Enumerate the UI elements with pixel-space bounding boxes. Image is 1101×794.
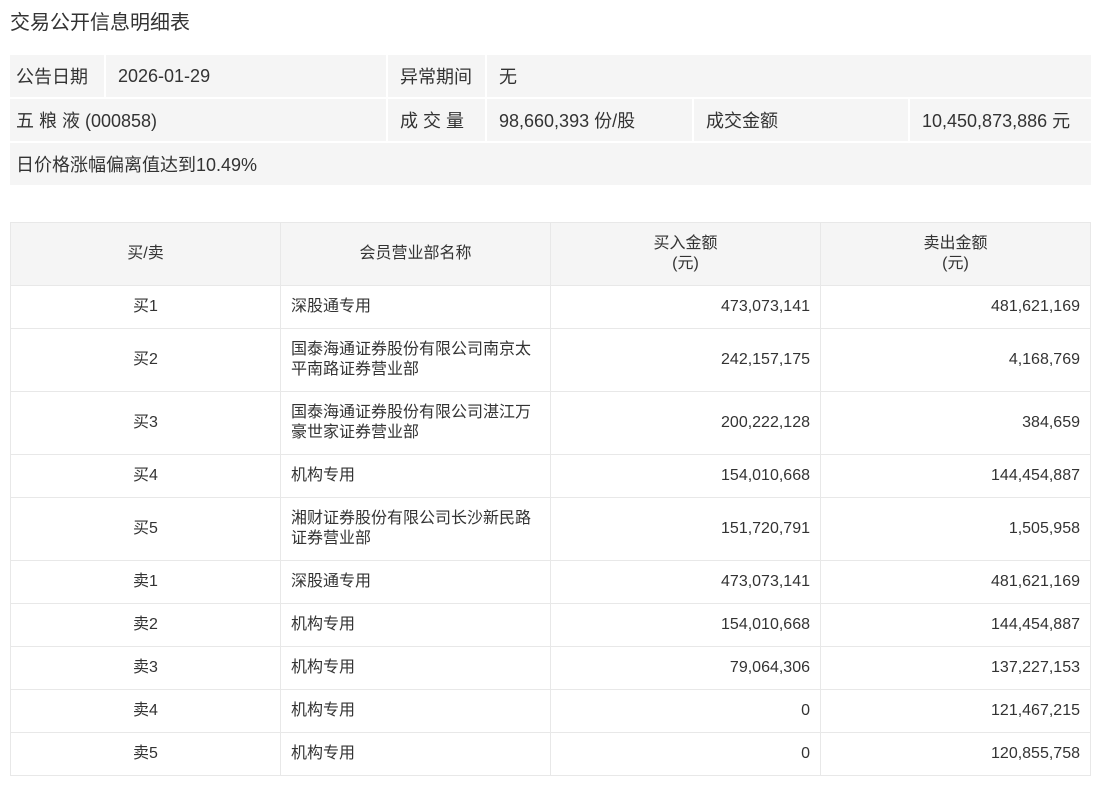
cell-side: 买4 bbox=[10, 454, 281, 498]
cell-side: 卖4 bbox=[10, 689, 281, 733]
broker-table-body: 买1 深股通专用 473,073,141 481,621,169 买2 国泰海通证券股份有… bbox=[10, 285, 1091, 776]
trade-disclosure-page: 交易公开信息明细表 公告日期 2026-01-29 异常期间 无 五 粮 液 (… bbox=[10, 12, 1091, 776]
cell-broker-name: 机构专用 bbox=[280, 603, 551, 647]
col-header-buy-label: 买入金额 bbox=[653, 235, 718, 252]
col-header-sell-label: 卖出金额 bbox=[923, 235, 988, 252]
cell-sell-amount: 144,454,887 bbox=[820, 454, 1091, 498]
cell-buy-amount: 79,064,306 bbox=[550, 646, 821, 690]
col-header-side-label: 买/卖 bbox=[127, 245, 164, 262]
table-row: 买4 机构专用 154,010,668 144,454,887 bbox=[10, 454, 1091, 498]
turnover-value: 10,450,873,886 元 bbox=[910, 99, 1091, 141]
cell-side: 买3 bbox=[10, 391, 281, 455]
cell-broker-name: 深股通专用 bbox=[280, 285, 551, 329]
col-header-buy-unit: (元) bbox=[672, 255, 699, 272]
table-row: 卖5 机构专用 0 120,855,758 bbox=[10, 732, 1091, 776]
cell-broker-name: 机构专用 bbox=[280, 454, 551, 498]
cell-side: 买5 bbox=[10, 497, 281, 561]
table-row: 卖2 机构专用 154,010,668 144,454,887 bbox=[10, 603, 1091, 647]
cell-side: 买1 bbox=[10, 285, 281, 329]
deviation-note: 日价格涨幅偏离值达到10.49% bbox=[10, 143, 1091, 185]
cell-buy-amount: 242,157,175 bbox=[550, 328, 821, 392]
col-header-broker: 会员营业部名称 bbox=[280, 222, 551, 286]
announce-date-label: 公告日期 bbox=[10, 55, 104, 97]
cell-sell-amount: 1,505,958 bbox=[820, 497, 1091, 561]
cell-sell-amount: 120,855,758 bbox=[820, 732, 1091, 776]
cell-sell-amount: 384,659 bbox=[820, 391, 1091, 455]
abnormal-period-value: 无 bbox=[487, 55, 1091, 97]
abnormal-period-label: 异常期间 bbox=[388, 55, 485, 97]
cell-sell-amount: 121,467,215 bbox=[820, 689, 1091, 733]
table-row: 买3 国泰海通证券股份有限公司湛江万豪世家证券营业部 200,222,128 384,… bbox=[10, 391, 1091, 455]
table-row: 买5 湘财证券股份有限公司长沙新民路证券营业部 151,720,791 1,505,9… bbox=[10, 497, 1091, 561]
page-title: 交易公开信息明细表 bbox=[10, 12, 190, 34]
turnover-label: 成交金额 bbox=[694, 99, 908, 141]
cell-broker-name: 国泰海通证券股份有限公司南京太平南路证券营业部 bbox=[280, 328, 551, 392]
cell-buy-amount: 154,010,668 bbox=[550, 454, 821, 498]
cell-buy-amount: 0 bbox=[550, 732, 821, 776]
table-row: 卖4 机构专用 0 121,467,215 bbox=[10, 689, 1091, 733]
announce-date-value: 2026-01-29 bbox=[106, 55, 386, 97]
cell-side: 卖2 bbox=[10, 603, 281, 647]
summary-row-date: 公告日期 2026-01-29 异常期间 无 bbox=[10, 55, 1091, 97]
col-header-sell: 卖出金额 (元) bbox=[820, 222, 1091, 286]
table-row: 买2 国泰海通证券股份有限公司南京太平南路证券营业部 242,157,175 4,16… bbox=[10, 328, 1091, 392]
cell-buy-amount: 473,073,141 bbox=[550, 285, 821, 329]
table-row: 买1 深股通专用 473,073,141 481,621,169 bbox=[10, 285, 1091, 329]
volume-value: 98,660,393 份/股 bbox=[487, 99, 692, 141]
cell-broker-name: 机构专用 bbox=[280, 689, 551, 733]
col-header-sell-unit: (元) bbox=[942, 255, 969, 272]
col-header-broker-label: 会员营业部名称 bbox=[359, 245, 472, 262]
cell-buy-amount: 154,010,668 bbox=[550, 603, 821, 647]
table-row: 卖3 机构专用 79,064,306 137,227,153 bbox=[10, 646, 1091, 690]
header-row: 买/卖 会员营业部名称 买入金额 (元) 卖出金额 (元) bbox=[10, 222, 1091, 286]
cell-broker-name: 国泰海通证券股份有限公司湛江万豪世家证券营业部 bbox=[280, 391, 551, 455]
cell-sell-amount: 137,227,153 bbox=[820, 646, 1091, 690]
cell-sell-amount: 481,621,169 bbox=[820, 560, 1091, 604]
summary-row-deviation: 日价格涨幅偏离值达到10.49% bbox=[10, 143, 1091, 185]
cell-sell-amount: 144,454,887 bbox=[820, 603, 1091, 647]
broker-table: 买/卖 会员营业部名称 买入金额 (元) 卖出金额 (元) 买1 深股通专用 473… bbox=[10, 222, 1091, 776]
cell-buy-amount: 0 bbox=[550, 689, 821, 733]
cell-side: 卖3 bbox=[10, 646, 281, 690]
table-row: 卖1 深股通专用 473,073,141 481,621,169 bbox=[10, 560, 1091, 604]
cell-side: 卖1 bbox=[10, 560, 281, 604]
stock-name: 五 粮 液 (000858) bbox=[10, 99, 386, 141]
volume-label: 成 交 量 bbox=[388, 99, 485, 141]
cell-side: 卖5 bbox=[10, 732, 281, 776]
cell-sell-amount: 4,168,769 bbox=[820, 328, 1091, 392]
cell-side: 买2 bbox=[10, 328, 281, 392]
cell-broker-name: 深股通专用 bbox=[280, 560, 551, 604]
cell-buy-amount: 151,720,791 bbox=[550, 497, 821, 561]
col-header-side: 买/卖 bbox=[10, 222, 281, 286]
cell-buy-amount: 473,073,141 bbox=[550, 560, 821, 604]
cell-sell-amount: 481,621,169 bbox=[820, 285, 1091, 329]
cell-buy-amount: 200,222,128 bbox=[550, 391, 821, 455]
col-header-buy: 买入金额 (元) bbox=[550, 222, 821, 286]
broker-table-header: 买/卖 会员营业部名称 买入金额 (元) 卖出金额 (元) bbox=[10, 222, 1091, 286]
summary-row-stock: 五 粮 液 (000858) 成 交 量 98,660,393 份/股 成交金额… bbox=[10, 99, 1091, 141]
summary-panel: 公告日期 2026-01-29 异常期间 无 五 粮 液 (000858) 成 … bbox=[10, 55, 1091, 185]
cell-broker-name: 机构专用 bbox=[280, 646, 551, 690]
cell-broker-name: 湘财证券股份有限公司长沙新民路证券营业部 bbox=[280, 497, 551, 561]
cell-broker-name: 机构专用 bbox=[280, 732, 551, 776]
